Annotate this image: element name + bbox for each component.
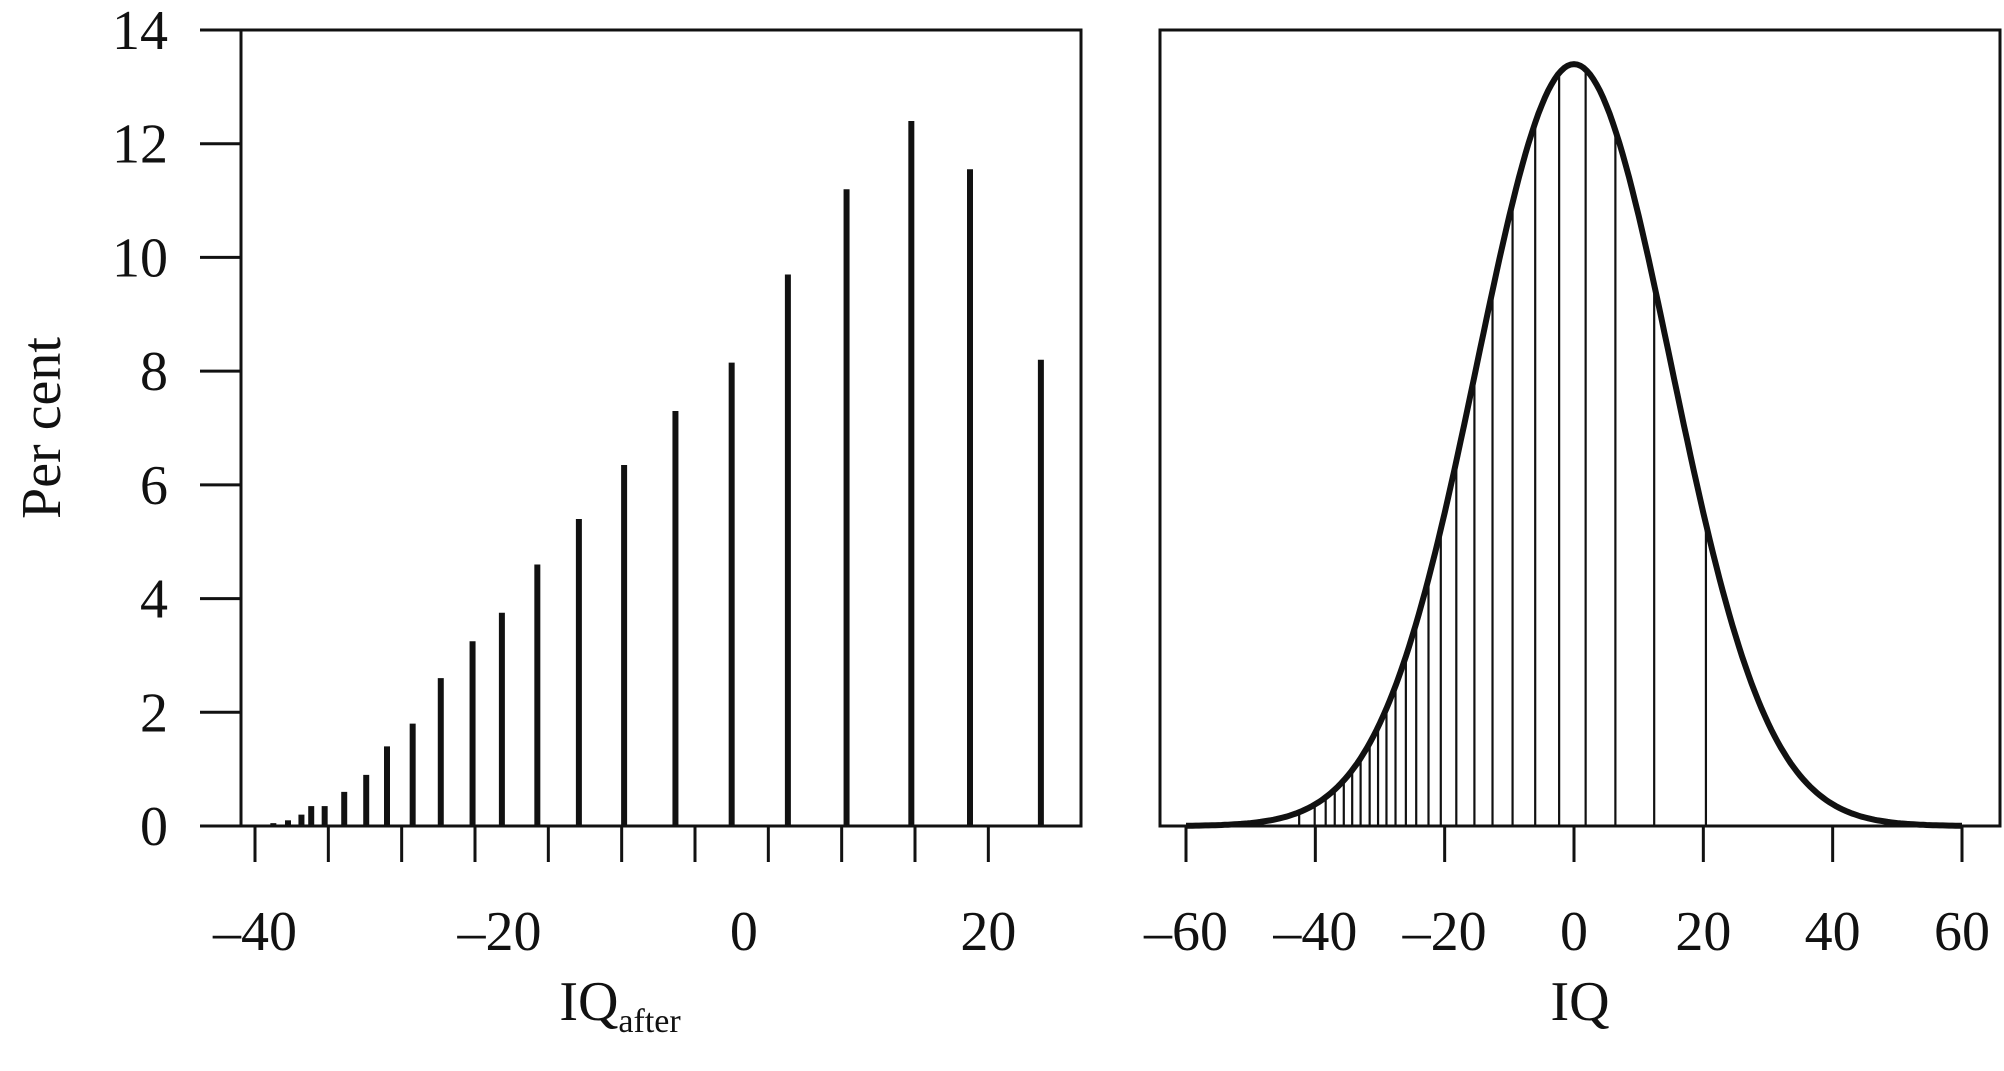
right-x-axis: –60 –40 –20 0 20 40 60 [1143, 824, 2000, 963]
right-x-tick-label: 60 [1934, 901, 1990, 963]
left-x-tick-label: 0 [730, 901, 758, 963]
left-y-axis-label: Per cent [11, 337, 73, 519]
left-x-axis-label: IQafter [559, 971, 681, 1040]
right-x-tick-label: 20 [1675, 901, 1731, 963]
left-y-tick-label: 8 [140, 341, 168, 403]
left-y-axis: 0 2 4 6 8 10 12 14 [112, 0, 241, 858]
left-y-tick-label: 10 [112, 227, 168, 289]
right-x-tick-label: 0 [1560, 901, 1588, 963]
right-x-tick-label: –20 [1402, 901, 1487, 963]
left-x-axis: –40 –20 0 20 [200, 824, 1081, 963]
left-y-tick-label: 2 [140, 682, 168, 744]
left-y-tick-label: 14 [112, 0, 168, 62]
left-y-tick-label: 12 [112, 114, 168, 176]
right-x-axis-label: IQ [1550, 971, 1609, 1033]
left-y-tick-label: 0 [140, 796, 168, 858]
left-y-tick-label: 4 [140, 569, 168, 631]
right-bars [1298, 69, 1708, 826]
left-x-axis-label-subscript: after [618, 1003, 681, 1040]
left-x-tick-label: –40 [212, 901, 297, 963]
left-x-tick-label: –20 [456, 901, 541, 963]
right-x-tick-label: 40 [1805, 901, 1861, 963]
left-bars [270, 120, 1044, 826]
left-plot-frame [239, 28, 1083, 828]
left-y-tick-label: 6 [140, 455, 168, 517]
left-x-tick-label: 20 [960, 901, 1016, 963]
left-x-axis-label-main: IQ [559, 971, 618, 1033]
right-plot-frame [1158, 28, 2002, 828]
right-x-tick-label: –60 [1143, 901, 1228, 963]
right-x-tick-label: –40 [1272, 901, 1357, 963]
right-normal-curve [1186, 61, 1962, 829]
